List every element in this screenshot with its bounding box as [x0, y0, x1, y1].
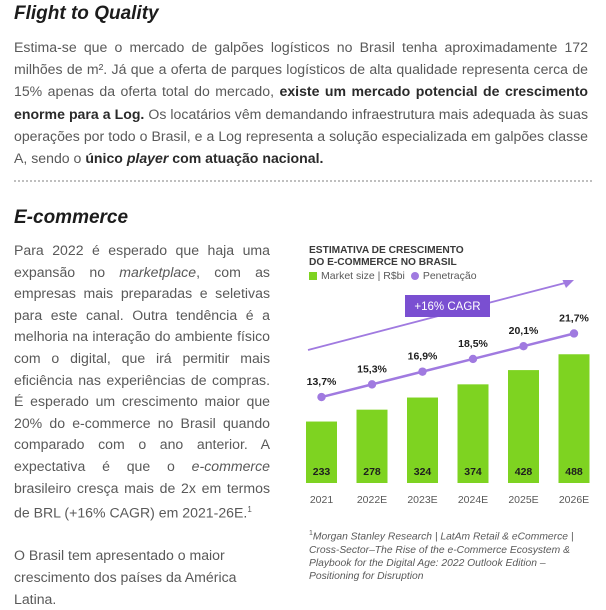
- penetration-point: [317, 392, 326, 402]
- chart-source: 1Morgan Stanley Research | LatAm Retail …: [309, 530, 574, 583]
- ecommerce-paragraph-2: O Brasil tem apresentado o maior crescim…: [14, 547, 237, 607]
- cagr-badge: [405, 295, 490, 317]
- bar-value-label: 374: [464, 466, 482, 478]
- bar-value-label: 233: [313, 466, 331, 478]
- bar-value-label: 324: [414, 466, 432, 478]
- ecommerce-chart: 233 2021 278 2022E 324 2023E 374 2024E 428 2025E 4…: [306, 280, 590, 506]
- penetration-point: [367, 380, 377, 389]
- trend-arrow-head: [562, 280, 574, 288]
- bar-2022E: [356, 409, 388, 483]
- penetration-label: 15,3%: [357, 363, 387, 375]
- penetration-label: 21,7%: [559, 312, 589, 324]
- penetration-label: 18,5%: [458, 338, 488, 350]
- bar-2021: [306, 421, 337, 483]
- bar-2025E: [508, 370, 539, 483]
- penetration-label: 16,9%: [408, 351, 438, 363]
- bar-value-label: 488: [565, 466, 583, 478]
- section-title-ecommerce: E-commerce: [14, 207, 129, 228]
- chart-legend: Market size | R$bi Penetração: [309, 270, 477, 282]
- cagr-badge-label: +16% CAGR: [414, 301, 480, 313]
- x-tick-label: 2023E: [407, 494, 437, 506]
- bar-value-label: 428: [515, 466, 533, 478]
- legend-line-swatch: [410, 272, 419, 280]
- chart-title: ESTIMATIVA DE CRESCIMENTO DO E-COMMERCE …: [309, 245, 464, 268]
- x-tick-label: 2022E: [357, 494, 387, 506]
- bar-2023E: [407, 397, 438, 483]
- x-tick-label: 2024E: [458, 494, 488, 506]
- penetration-point: [569, 329, 579, 338]
- penetration-label: 13,7%: [307, 376, 337, 388]
- legend-bar-label: Market size | R$bi: [321, 270, 405, 282]
- section-divider: [14, 180, 592, 182]
- x-tick-label: 2021: [310, 494, 334, 506]
- x-tick-label: 2025E: [508, 494, 538, 506]
- penetration-point: [519, 342, 528, 351]
- ecommerce-text-column: Para 2022 é esperado que haja uma expans…: [14, 240, 270, 610]
- section-title-flight-to-quality: Flight to Quality: [14, 3, 159, 24]
- penetration-label: 20,1%: [509, 325, 539, 337]
- legend-line-label: Penetração: [422, 270, 477, 282]
- ecommerce-paragraph-1: Para 2022 é esperado que haja uma expans…: [14, 242, 270, 521]
- flight-to-quality-paragraph: Estima-se que o mercado de galpões logís…: [14, 39, 589, 167]
- penetration-line: [321, 332, 575, 399]
- bar-2026E: [558, 354, 590, 483]
- bar-value-label: 278: [363, 466, 381, 478]
- legend-bar-swatch: [309, 272, 317, 280]
- penetration-point: [468, 354, 478, 364]
- bar-2024E: [457, 384, 489, 483]
- x-tick-label: 2026E: [559, 494, 589, 506]
- penetration-point: [418, 367, 427, 376]
